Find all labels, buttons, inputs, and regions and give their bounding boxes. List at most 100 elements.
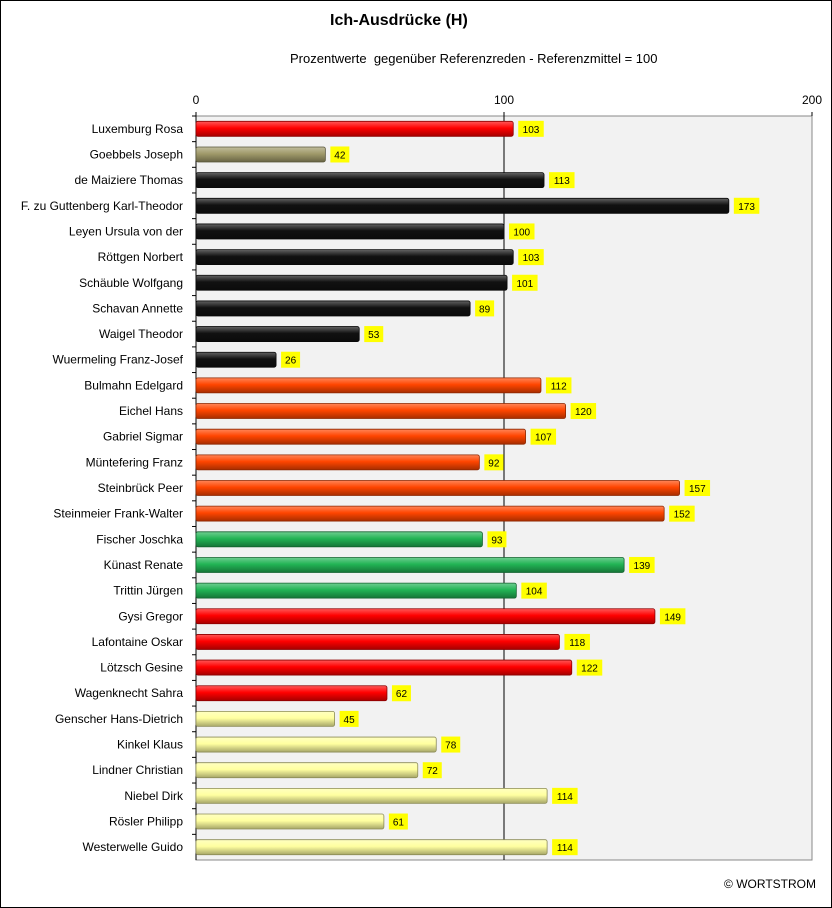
category-label: Lafontaine Oskar — [92, 635, 183, 649]
bar — [195, 351, 277, 368]
category-label: Steinbrück Peer — [98, 481, 183, 495]
value-label-box — [422, 762, 442, 779]
bar — [195, 428, 526, 445]
value-label-box — [530, 428, 557, 445]
value-label: 157 — [689, 484, 706, 495]
value-label-box — [388, 813, 408, 830]
value-label-box — [521, 582, 547, 599]
chart-subtitle: Prozentwerte gegenüber Referenzreden - R… — [290, 51, 658, 66]
value-label-box — [552, 787, 578, 804]
value-label-box — [518, 120, 544, 137]
category-label: Waigel Theodor — [99, 327, 183, 341]
value-label-box — [391, 685, 411, 702]
bar — [195, 197, 730, 214]
value-label: 72 — [427, 766, 439, 777]
value-label-box — [281, 351, 301, 368]
value-label-box — [475, 300, 495, 317]
category-label: Schäuble Wolfgang — [79, 276, 183, 290]
value-label: 113 — [554, 176, 570, 187]
bar — [195, 813, 385, 830]
category-label: Fischer Joschka — [96, 532, 183, 546]
bar — [195, 787, 548, 804]
bar — [195, 274, 508, 291]
value-label: 92 — [488, 458, 500, 469]
value-label-box — [629, 556, 655, 573]
value-label-box — [552, 839, 578, 856]
bar — [195, 172, 545, 189]
category-label: Luxemburg Rosa — [92, 122, 184, 136]
bar — [195, 839, 548, 856]
value-label: 45 — [344, 715, 356, 726]
value-label-box — [669, 505, 695, 522]
category-label: Wuermeling Franz-Josef — [53, 353, 184, 367]
copyright-text: © WORTSTROM — [724, 877, 816, 891]
value-label: 61 — [393, 818, 405, 829]
category-label: Rösler Philipp — [109, 815, 183, 829]
value-label-box — [339, 710, 359, 727]
x-tick-label: 100 — [494, 93, 514, 107]
value-label: 114 — [557, 792, 573, 803]
category-label: Kinkel Klaus — [117, 738, 183, 752]
x-tick-label: 200 — [802, 93, 822, 107]
bar — [195, 454, 480, 471]
value-label-box — [570, 403, 597, 420]
value-label: 62 — [396, 689, 408, 700]
value-label: 120 — [575, 407, 592, 418]
value-label-box — [659, 608, 686, 625]
category-label: Goebbels Joseph — [90, 147, 183, 161]
value-label-box — [576, 659, 603, 676]
category-label: Künast Renate — [104, 558, 184, 572]
category-label: Bulmahn Edelgard — [84, 378, 183, 392]
value-label: 93 — [491, 535, 503, 546]
category-label: Röttgen Norbert — [98, 250, 184, 264]
value-label: 149 — [664, 612, 681, 623]
bar — [195, 736, 437, 753]
value-label-box — [330, 146, 350, 163]
category-label: Gabriel Sigmar — [103, 430, 183, 444]
value-label: 104 — [526, 587, 543, 598]
bar — [195, 608, 656, 625]
value-label: 101 — [516, 279, 533, 290]
category-label: Westerwelle Guido — [83, 840, 184, 854]
value-label: 78 — [445, 741, 457, 752]
value-label: 103 — [523, 125, 540, 136]
value-label-box — [364, 326, 384, 343]
bar — [195, 300, 471, 317]
category-label: Trittin Jürgen — [113, 584, 183, 598]
bar — [195, 685, 388, 702]
category-label: Steinmeier Frank-Walter — [53, 507, 183, 521]
category-label: Gysi Gregor — [118, 609, 183, 623]
value-label-box — [441, 736, 461, 753]
bar — [195, 403, 567, 419]
category-label: Genscher Hans-Dietrich — [55, 712, 183, 726]
value-label-box — [564, 633, 590, 650]
category-label: Lindner Christian — [92, 763, 183, 777]
value-label: 100 — [513, 227, 530, 238]
value-label-box — [509, 223, 535, 240]
value-label: 107 — [535, 433, 552, 444]
bar — [195, 531, 483, 548]
category-label: Eichel Hans — [119, 404, 183, 418]
value-label: 122 — [581, 664, 598, 675]
bar — [195, 505, 665, 522]
category-label: F. zu Guttenberg Karl-Theodor — [21, 199, 183, 213]
category-label: Niebel Dirk — [124, 789, 184, 803]
bar — [195, 659, 573, 676]
bar — [195, 557, 625, 573]
bar — [195, 710, 336, 727]
value-label: 118 — [569, 638, 585, 649]
value-label-box — [484, 454, 504, 471]
category-label: Wagenknecht Sahra — [75, 686, 184, 700]
value-label: 114 — [557, 843, 573, 854]
x-tick-label: 0 — [193, 93, 200, 107]
value-label: 112 — [551, 381, 567, 392]
bar — [195, 146, 326, 163]
value-label: 26 — [285, 356, 297, 367]
bar — [195, 377, 542, 394]
value-label-box — [512, 274, 538, 291]
bar — [195, 120, 514, 137]
bar — [195, 249, 514, 266]
bar — [195, 634, 560, 650]
category-label: Schavan Annette — [92, 301, 183, 315]
chart-title: Ich-Ausdrücke (H) — [330, 12, 468, 29]
